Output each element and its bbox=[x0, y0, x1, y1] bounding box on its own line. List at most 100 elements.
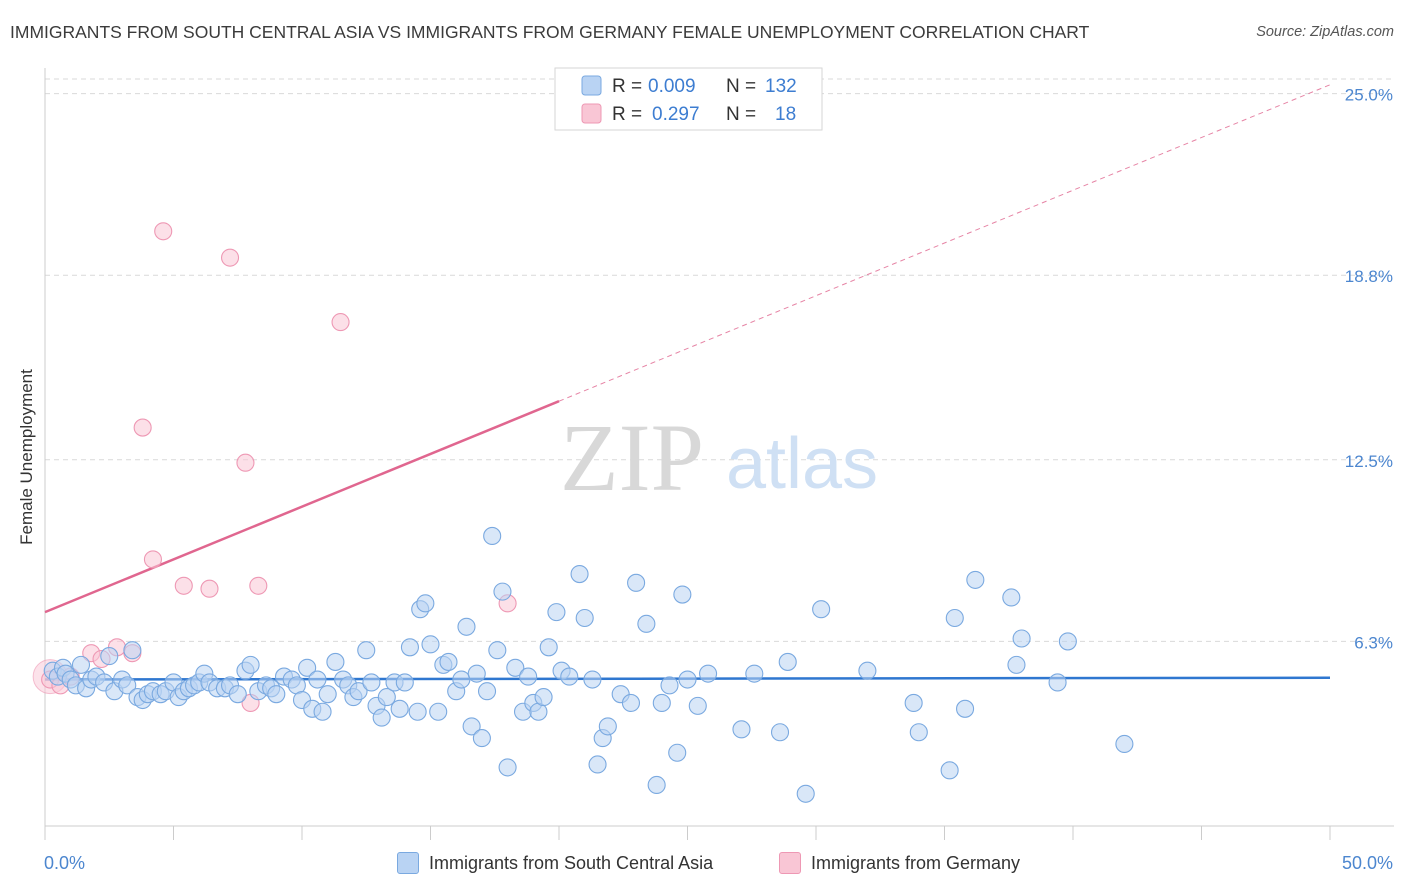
y-tick-labels: 6.3% 12.5% 18.8% 25.0% bbox=[1345, 86, 1393, 653]
data-point-south-central-asia bbox=[483, 526, 502, 546]
data-points bbox=[32, 222, 1134, 803]
series-legend: Immigrants from South Central Asia Immig… bbox=[0, 850, 1406, 880]
data-point-south-central-asia bbox=[100, 647, 119, 666]
legend-label: Immigrants from South Central Asia bbox=[429, 852, 714, 873]
stats-legend-r-value: 0.009 bbox=[648, 76, 696, 97]
watermark-zip: ZIP bbox=[560, 404, 704, 511]
trend-line-germany-extension bbox=[558, 84, 1331, 402]
data-point-south-central-asia bbox=[313, 702, 332, 721]
stats-legend-r-value: 0.297 bbox=[652, 104, 700, 125]
data-point-south-central-asia bbox=[956, 699, 975, 718]
x-tick-label: 50.0% bbox=[1342, 853, 1393, 873]
data-point-south-central-asia bbox=[575, 608, 594, 628]
data-point-south-central-asia bbox=[326, 652, 345, 671]
data-point-south-central-asia bbox=[583, 670, 602, 689]
stats-legend-n-value: 132 bbox=[765, 76, 797, 97]
data-point-south-central-asia bbox=[308, 670, 327, 689]
data-point-south-central-asia bbox=[627, 573, 646, 592]
data-point-south-central-asia bbox=[673, 585, 692, 604]
data-point-south-central-asia bbox=[637, 614, 656, 633]
data-point-south-central-asia bbox=[298, 658, 317, 677]
data-point-south-central-asia bbox=[477, 682, 497, 701]
data-point-south-central-asia bbox=[770, 723, 790, 742]
data-point-south-central-asia bbox=[472, 729, 491, 748]
data-point-south-central-asia bbox=[652, 693, 671, 713]
data-point-south-central-asia bbox=[812, 600, 831, 619]
data-point-south-central-asia bbox=[904, 693, 923, 713]
data-point-south-central-asia bbox=[318, 685, 337, 704]
data-point-south-central-asia bbox=[534, 688, 553, 707]
data-point-south-central-asia bbox=[688, 696, 707, 715]
x-tick-labels: 0.0% 50.0% bbox=[44, 853, 1393, 873]
data-point-south-central-asia bbox=[858, 661, 877, 680]
stats-legend-swatch-blue bbox=[581, 75, 602, 96]
data-point-south-central-asia bbox=[241, 655, 260, 674]
stats-legend-r-label: R = bbox=[612, 104, 642, 125]
data-point-south-central-asia bbox=[745, 664, 764, 683]
data-point-south-central-asia bbox=[429, 702, 448, 721]
y-axis-title: Female Unemployment bbox=[17, 369, 36, 545]
data-point-south-central-asia bbox=[400, 638, 419, 657]
data-point-south-central-asia bbox=[452, 670, 471, 689]
data-point-south-central-asia bbox=[1002, 588, 1021, 607]
y-tick-label: 6.3% bbox=[1354, 633, 1393, 652]
legend-item-germany[interactable]: Immigrants from Germany bbox=[779, 852, 1020, 874]
data-point-south-central-asia bbox=[390, 699, 409, 718]
source-label: Source: ZipAtlas.com bbox=[1256, 24, 1394, 40]
data-point-south-central-asia bbox=[439, 652, 458, 671]
watermark-atlas: atlas bbox=[726, 424, 878, 504]
data-point-south-central-asia bbox=[570, 564, 589, 584]
data-point-south-central-asia bbox=[598, 717, 617, 736]
data-point-germany bbox=[174, 576, 193, 595]
data-point-south-central-asia bbox=[699, 664, 718, 683]
data-point-south-central-asia bbox=[519, 667, 538, 686]
y-tick-label: 12.5% bbox=[1345, 452, 1393, 471]
data-point-south-central-asia bbox=[123, 641, 142, 660]
data-point-south-central-asia bbox=[539, 638, 558, 657]
chart-title: IMMIGRANTS FROM SOUTH CENTRAL ASIA VS IM… bbox=[10, 22, 1090, 42]
data-point-south-central-asia bbox=[357, 641, 376, 660]
y-tick-label: 25.0% bbox=[1345, 86, 1393, 105]
data-point-south-central-asia bbox=[909, 723, 928, 742]
stats-legend-r-label: R = bbox=[612, 76, 642, 97]
trend-line-germany bbox=[44, 400, 560, 614]
gridlines bbox=[45, 78, 1394, 642]
data-point-south-central-asia bbox=[467, 664, 486, 683]
data-point-south-central-asia bbox=[732, 720, 751, 739]
data-point-germany bbox=[236, 453, 255, 472]
data-point-south-central-asia bbox=[506, 658, 525, 677]
legend-item-south-central-asia[interactable]: Immigrants from South Central Asia bbox=[397, 852, 713, 874]
data-point-south-central-asia bbox=[267, 685, 286, 704]
data-point-germany bbox=[143, 550, 162, 569]
data-point-south-central-asia bbox=[588, 755, 607, 774]
data-point-south-central-asia bbox=[796, 784, 815, 803]
legend-swatch-blue bbox=[397, 852, 419, 874]
stats-legend-n-label: N = bbox=[726, 76, 756, 97]
data-point-south-central-asia bbox=[118, 676, 137, 695]
data-point-south-central-asia bbox=[349, 682, 368, 701]
stats-legend-n-value: 18 bbox=[775, 104, 796, 125]
data-point-south-central-asia bbox=[647, 775, 666, 795]
data-point-germany bbox=[154, 222, 173, 241]
data-point-germany bbox=[220, 248, 240, 267]
stats-legend-swatch-pink bbox=[581, 103, 602, 124]
data-point-south-central-asia bbox=[488, 641, 507, 660]
data-point-south-central-asia bbox=[421, 635, 440, 654]
data-point-south-central-asia bbox=[660, 676, 679, 695]
data-point-south-central-asia bbox=[408, 702, 427, 721]
stats-legend-n-label: N = bbox=[726, 104, 756, 125]
data-point-south-central-asia bbox=[1007, 655, 1026, 674]
data-point-south-central-asia bbox=[560, 667, 579, 686]
data-point-germany bbox=[133, 418, 152, 437]
data-point-south-central-asia bbox=[228, 685, 247, 704]
data-point-south-central-asia bbox=[493, 582, 512, 601]
data-point-south-central-asia bbox=[945, 608, 964, 628]
data-point-south-central-asia bbox=[1012, 629, 1031, 648]
data-point-south-central-asia bbox=[1058, 632, 1077, 651]
legend-label: Immigrants from Germany bbox=[811, 852, 1021, 873]
legend-swatch-pink bbox=[779, 852, 801, 874]
data-point-south-central-asia bbox=[966, 570, 985, 589]
x-tick-label: 0.0% bbox=[44, 853, 85, 873]
data-point-south-central-asia bbox=[462, 717, 481, 736]
